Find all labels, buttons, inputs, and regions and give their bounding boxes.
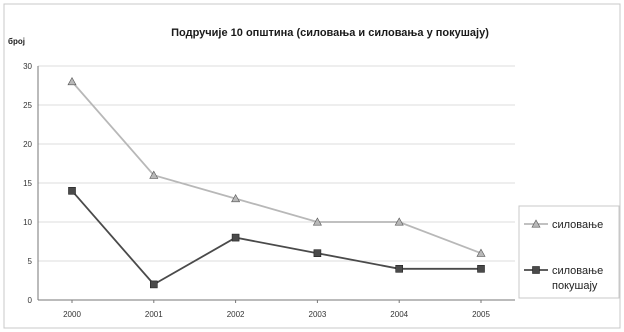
x-tick-label: 2002: [227, 310, 245, 319]
data-point: [476, 248, 486, 257]
legend-item-2: силовање покушају: [524, 265, 603, 292]
series-line: [71, 81, 482, 255]
legend-label: покушају: [552, 280, 598, 292]
data-point: [68, 187, 76, 195]
data-point: [312, 217, 322, 226]
legend-marker: [531, 219, 541, 228]
series-line: [71, 190, 481, 286]
x-tick-label: 2005: [472, 310, 490, 319]
series: [67, 76, 486, 289]
data-point: [149, 170, 159, 179]
x-tick-label: 2003: [309, 310, 327, 319]
y-tick-label: 0: [28, 296, 33, 305]
chart-title: Подручије 10 општина (силовања и силовањ…: [171, 27, 489, 39]
y-axis-label: број: [8, 37, 25, 46]
data-point: [395, 264, 404, 273]
y-tick-label: 25: [23, 101, 32, 110]
series-2: [68, 187, 485, 289]
series-1: [67, 76, 486, 257]
y-tick-label: 15: [23, 179, 32, 188]
chart-frame: [3, 3, 621, 329]
y-tick-label: 20: [23, 140, 32, 149]
legend-item-1: силовање: [524, 219, 603, 231]
legend: силовање силовање покушају: [518, 205, 620, 299]
data-point: [313, 249, 322, 257]
y-tick-label: 10: [23, 218, 32, 227]
data-point: [477, 264, 485, 273]
legend-marker: [532, 266, 540, 274]
x-tick-label: 2000: [63, 310, 81, 319]
data-point: [231, 193, 241, 203]
data-point: [231, 233, 240, 242]
legend-label: силовање: [552, 219, 603, 231]
x-tick-label: 2004: [390, 310, 408, 319]
data-point: [150, 280, 158, 289]
x-tick-labels: 2000 2001 2002 2003 2004 2005: [63, 300, 490, 319]
x-tick-label: 2001: [145, 310, 163, 319]
legend-label: силовање: [552, 265, 603, 277]
data-point: [67, 76, 77, 86]
axes: [37, 66, 515, 301]
y-tick-labels: 0 5 10 15 20 25 30: [23, 62, 32, 305]
data-point: [394, 217, 404, 226]
gridlines: [38, 65, 515, 262]
y-tick-label: 30: [23, 62, 32, 71]
y-tick-label: 5: [28, 257, 33, 266]
